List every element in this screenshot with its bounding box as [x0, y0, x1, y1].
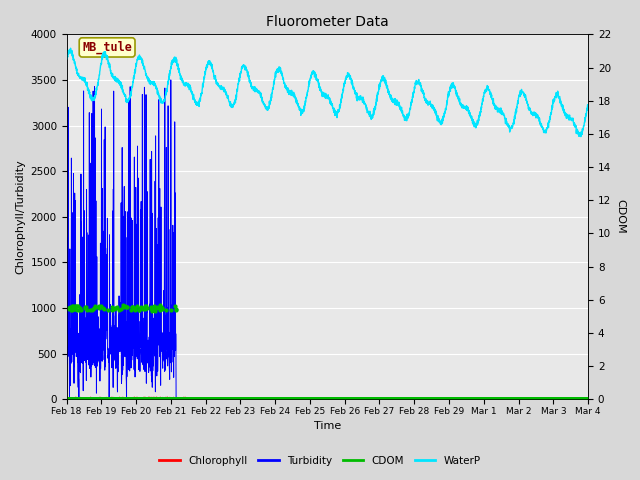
X-axis label: Time: Time: [314, 421, 341, 432]
Text: MB_tule: MB_tule: [82, 41, 132, 54]
Legend: Chlorophyll, Turbidity, CDOM, WaterP: Chlorophyll, Turbidity, CDOM, WaterP: [155, 452, 485, 470]
Title: Fluorometer Data: Fluorometer Data: [266, 15, 388, 29]
Y-axis label: Chlorophyll/Turbidity: Chlorophyll/Turbidity: [15, 159, 25, 274]
Y-axis label: CDOM: CDOM: [615, 200, 625, 234]
